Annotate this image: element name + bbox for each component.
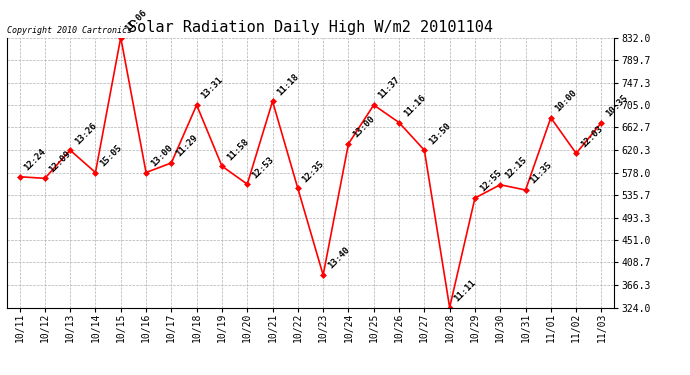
Text: Copyright 2010 Cartronics: Copyright 2010 Cartronics bbox=[7, 26, 132, 35]
Text: 11:35: 11:35 bbox=[529, 160, 553, 186]
Text: 11:06: 11:06 bbox=[124, 8, 149, 33]
Text: 11:29: 11:29 bbox=[174, 134, 199, 159]
Title: Solar Radiation Daily High W/m2 20101104: Solar Radiation Daily High W/m2 20101104 bbox=[128, 20, 493, 35]
Text: 13:31: 13:31 bbox=[199, 75, 225, 101]
Text: 12:15: 12:15 bbox=[503, 155, 529, 180]
Text: 12:24: 12:24 bbox=[22, 147, 48, 172]
Text: 13:50: 13:50 bbox=[427, 121, 453, 146]
Text: 13:00: 13:00 bbox=[351, 114, 377, 140]
Text: 11:11: 11:11 bbox=[453, 278, 477, 303]
Text: 11:37: 11:37 bbox=[377, 75, 402, 101]
Text: 12:09: 12:09 bbox=[48, 149, 73, 174]
Text: 11:16: 11:16 bbox=[402, 93, 427, 118]
Text: 12:35: 12:35 bbox=[301, 159, 326, 184]
Text: 10:00: 10:00 bbox=[553, 88, 579, 114]
Text: 13:40: 13:40 bbox=[326, 246, 351, 271]
Text: 12:03: 12:03 bbox=[579, 124, 604, 149]
Text: 15:05: 15:05 bbox=[98, 143, 124, 168]
Text: 13:00: 13:00 bbox=[149, 143, 174, 168]
Text: 10:35: 10:35 bbox=[604, 93, 629, 118]
Text: 12:55: 12:55 bbox=[477, 168, 503, 194]
Text: 11:58: 11:58 bbox=[225, 136, 250, 162]
Text: 11:18: 11:18 bbox=[275, 72, 301, 97]
Text: 13:26: 13:26 bbox=[73, 121, 98, 146]
Text: 12:53: 12:53 bbox=[250, 154, 275, 180]
